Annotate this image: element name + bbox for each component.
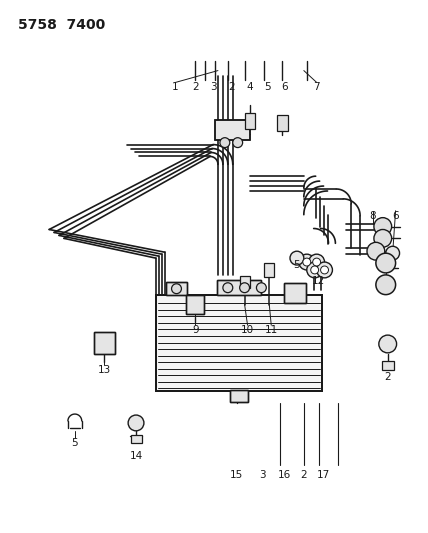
Text: 6: 6 [281,83,287,92]
Text: 12: 12 [312,276,325,286]
Text: 2: 2 [300,470,307,480]
Bar [156,295,321,391]
Bar [284,283,306,303]
Circle shape [128,415,144,431]
Bar [156,295,321,391]
Bar [186,295,204,314]
Bar [265,263,274,277]
Circle shape [172,284,181,294]
Circle shape [321,266,329,274]
Bar [166,282,187,295]
Text: 13: 13 [98,365,111,375]
Bar [240,276,250,288]
Circle shape [220,138,230,148]
Bar [94,332,115,354]
Text: 5: 5 [264,83,270,92]
Text: 2: 2 [192,83,199,92]
Circle shape [223,283,233,293]
Text: 5: 5 [71,438,78,448]
Bar [277,115,288,131]
Text: 8: 8 [370,211,376,221]
Text: 11: 11 [265,325,278,335]
Bar [230,390,247,402]
Circle shape [303,258,311,266]
Circle shape [309,254,324,270]
Circle shape [379,335,397,353]
Circle shape [313,258,321,266]
Bar [215,120,250,140]
Circle shape [376,275,395,295]
Bar [230,390,247,402]
Bar [244,113,256,129]
Circle shape [307,262,323,278]
Text: 3: 3 [259,470,266,480]
Circle shape [290,251,304,265]
Text: 9: 9 [192,325,199,335]
Text: 16: 16 [277,470,291,480]
Text: 2: 2 [384,372,391,382]
Circle shape [374,217,392,236]
Bar [217,280,262,295]
Bar [94,332,115,354]
Bar [166,282,187,295]
Bar [284,283,306,303]
Circle shape [317,262,333,278]
Text: 2: 2 [229,83,235,92]
Circle shape [299,254,315,270]
Text: 7: 7 [313,83,320,92]
Bar [215,120,250,140]
Text: 14: 14 [129,450,143,461]
Text: 15: 15 [230,470,244,480]
Circle shape [240,283,250,293]
Bar [382,361,394,370]
Circle shape [374,230,392,247]
Text: 3: 3 [210,83,216,92]
Circle shape [311,266,318,274]
Bar [217,280,262,295]
Circle shape [376,253,395,273]
Text: 4: 4 [246,83,253,92]
Circle shape [367,243,385,260]
Text: 10: 10 [241,325,254,335]
Circle shape [233,138,243,148]
Text: 17: 17 [317,470,330,480]
Bar [186,295,204,314]
Text: 6: 6 [392,211,399,221]
Circle shape [256,283,266,293]
Text: 5: 5 [294,260,300,270]
Text: 5758  7400: 5758 7400 [18,18,105,33]
Circle shape [386,246,400,260]
Bar [131,435,142,443]
Text: 1: 1 [172,83,179,92]
